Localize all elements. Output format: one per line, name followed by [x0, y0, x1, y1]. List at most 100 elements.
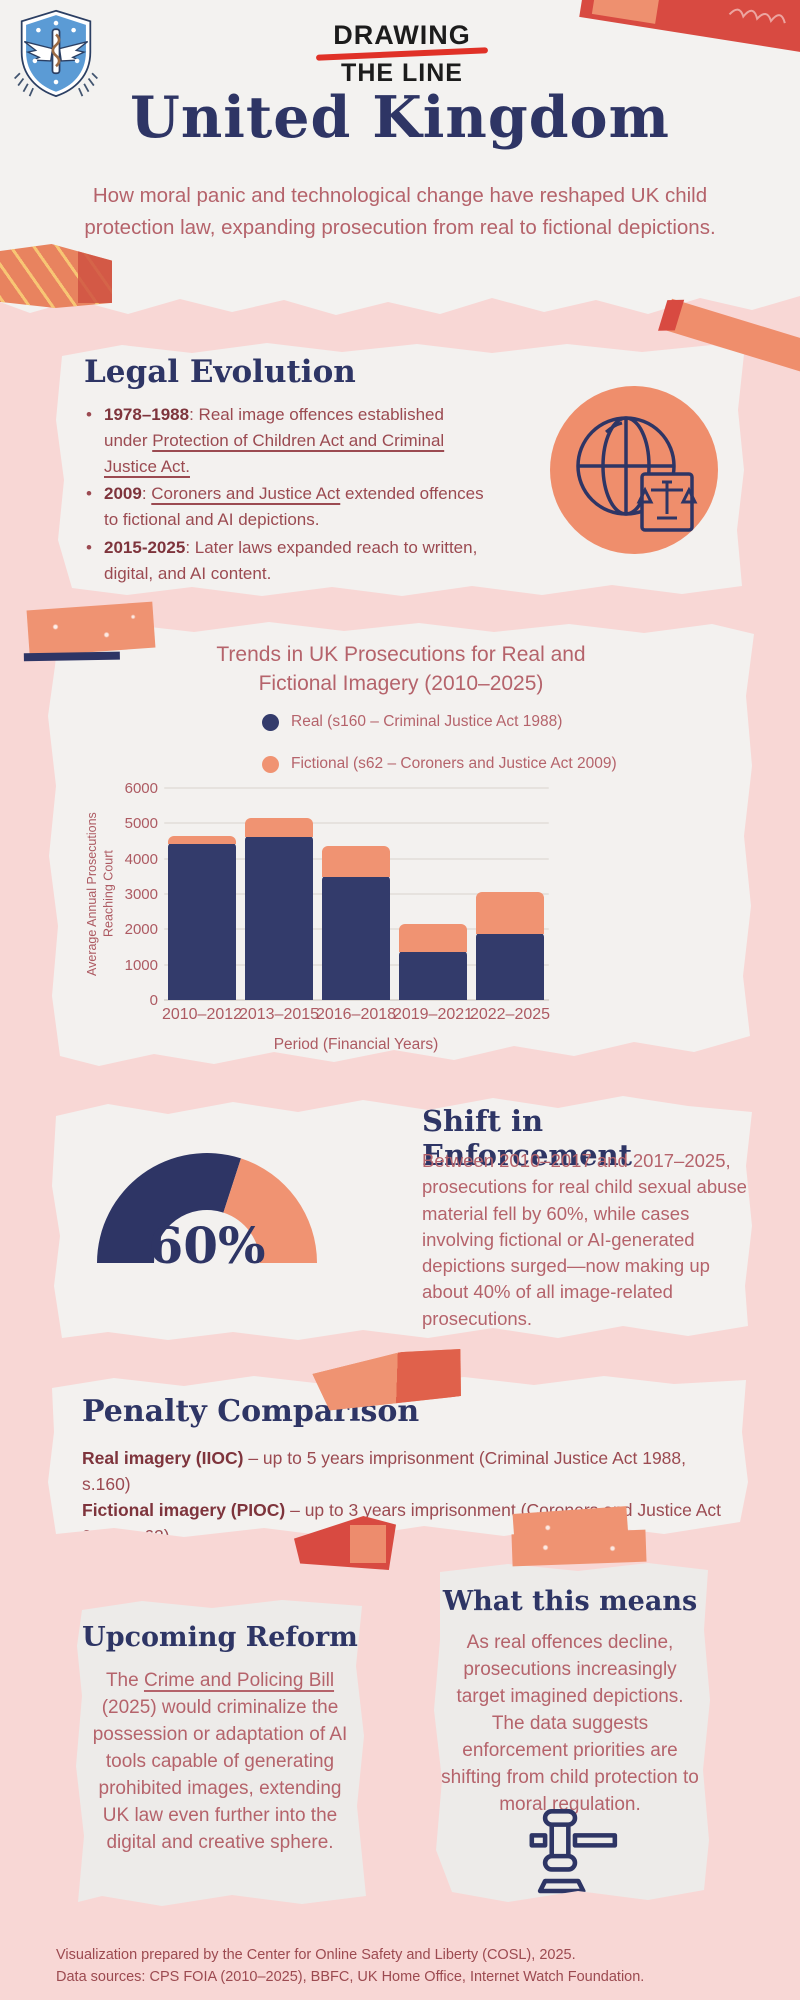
gauge-arc-fictional — [223, 1158, 317, 1263]
bar-segment-real — [322, 876, 390, 1000]
footer-line1: Visualization prepared by the Center for… — [56, 1947, 576, 1963]
globe-scales-icon — [576, 416, 698, 532]
meaning-top-tape — [511, 1529, 647, 1567]
x-tick-label: 2016–2018 — [315, 1006, 397, 1023]
reform-pre: The — [105, 1670, 144, 1691]
y-tick-label: 0 — [149, 992, 158, 1009]
y-tick-label: 5000 — [124, 815, 158, 833]
y-tick-label: 6000 — [124, 780, 158, 797]
legend-dot — [262, 755, 279, 773]
bullet-lead: 2015-2025 — [104, 538, 186, 558]
bullet-text: 2009: Coroners and Justice Act extended … — [104, 481, 486, 533]
panel-shift-enforcement: 60% Shift in Enforcement Between 2010–20… — [52, 1096, 752, 1340]
x-tick-label: 2013–2015 — [238, 1006, 320, 1023]
bullet-item: • 1978–1988: Real image offences establi… — [86, 402, 486, 479]
penalty-item: Real imagery (IIOC) – up to 5 years impr… — [82, 1446, 730, 1498]
torn-paper-patch — [591, 0, 662, 24]
legend-dot — [262, 713, 279, 731]
bar-segment-fictional — [399, 924, 467, 952]
bullet-body: : Later laws expanded reach to written, … — [104, 538, 478, 583]
gauge: 60% — [95, 1151, 319, 1275]
x-axis-baseline — [164, 999, 549, 1001]
bullet-act-link: Coroners and Justice Act — [151, 484, 341, 504]
bullet-body: : — [141, 484, 152, 504]
footer: Visualization prepared by the Center for… — [56, 1944, 756, 1989]
bar-segment-real — [245, 835, 313, 1000]
bullet-lead: 2009 — [104, 484, 142, 504]
legend-item: Fictional (s62 – Coroners and Justice Ac… — [262, 752, 617, 776]
chart-title: Trends in UK Prosecutions for Real and F… — [216, 643, 586, 696]
bullet-dot: • — [86, 405, 92, 424]
y-tick-label: 1000 — [124, 956, 158, 974]
x-tick-label: 2010–2012 — [161, 1006, 243, 1023]
bullet-item: • 2009: Coroners and Justice Act extende… — [86, 481, 486, 533]
scrap-inner-patch — [350, 1525, 386, 1563]
meaning-body: As real offences decline, prosecutions i… — [441, 1632, 699, 1815]
bar-segment-fictional — [322, 846, 390, 878]
reform-post: (2025) would criminalize the possession … — [92, 1696, 348, 1853]
shift-heading: Shift in Enforcement — [422, 1104, 633, 1172]
gauge-arc-real — [97, 1153, 241, 1263]
bar-segment-real — [399, 950, 467, 1000]
plot-area: 2010–2012 2013–2015 2016–2018 2019–2021 2022… — [162, 787, 550, 1023]
y-tick-label: 3000 — [124, 886, 158, 903]
bar-segment-fictional — [476, 892, 544, 934]
brand-wordmark: DRAWING THE LINE — [312, 20, 492, 88]
legend-label: Fictional (s62 – Coroners and Justice Ac… — [291, 755, 617, 772]
legal-evolution-list: • 1978–1988: Real image offences establi… — [86, 402, 486, 589]
bullet-lead: 1978–1988 — [104, 405, 190, 424]
panel-what-this-means: What this means As real offences decline… — [434, 1563, 710, 1902]
panel-upcoming-reform: Upcoming Reform The Crime and Policing B… — [76, 1600, 366, 1906]
gavel-icon — [520, 1808, 620, 1896]
globe-badge — [550, 386, 718, 554]
page-title: United Kingdom — [130, 84, 670, 151]
gauge-value: 60% — [148, 1216, 266, 1275]
x-tick-label: 2019–2021 — [392, 1006, 474, 1023]
reform-body: The Crime and Policing Bill (2025) would… — [89, 1668, 351, 1857]
x-axis-title: Period (Financial Years) — [273, 1036, 439, 1053]
y-tick-label: 2000 — [124, 921, 158, 939]
penalty-lead: Fictional imagery (PIOC) — [82, 1499, 286, 1520]
legend-label: Real (s160 – Criminal Justice Act 1988) — [291, 713, 563, 730]
tape-navy-edge — [23, 651, 120, 662]
bar-segment-fictional — [168, 835, 236, 844]
bullet-dot: • — [86, 484, 92, 504]
page-subtitle: How moral panic and technological change… — [84, 184, 716, 239]
bullet-item: • 2015-2025: Later laws expanded reach t… — [86, 535, 486, 587]
meaning-heading: What this means — [442, 1586, 698, 1617]
footer-line2: Data sources: CPS FOIA (2010–2025), BBFC… — [56, 1969, 645, 1986]
shift-body: Between 2010–2017 and 2017–2025, prosecu… — [422, 1150, 747, 1329]
chart-corner-tape — [23, 601, 156, 662]
panel-legal-evolution: Legal Evolution • 1978–1988: Real image … — [56, 343, 744, 596]
bullet-text: 1978–1988: Real image offences establish… — [104, 402, 486, 479]
brand-line2: THE LINE — [341, 59, 463, 87]
torn-paper-strip-top-right — [579, 0, 800, 55]
washi-tape-left — [0, 244, 112, 308]
bullet-act-link: Protection of Children Act and Criminal … — [104, 430, 445, 476]
bar-segment-fictional — [245, 818, 313, 837]
reform-heading: Upcoming Reform — [82, 1622, 358, 1653]
brand-line1: DRAWING — [333, 20, 471, 50]
y-tick-label: 4000 — [124, 850, 158, 868]
bar-segment-real — [476, 932, 544, 1000]
red-paper-scrap — [294, 1516, 396, 1570]
gridline — [164, 822, 549, 825]
chart-legend: Real (s160 – Criminal Justice Act 1988) F… — [262, 710, 617, 794]
bullet-text: 2015-2025: Later laws expanded reach to … — [104, 535, 486, 587]
bullet-dot: • — [86, 538, 92, 558]
cosl-shield-logo-icon — [12, 6, 100, 100]
y-axis-ticks: 0 1000 2000 3000 4000 5000 6000 — [114, 780, 158, 1009]
bullet-body: : Real image offences established under — [104, 405, 444, 450]
panel-chart: Trends in UK Prosecutions for Real and F… — [48, 622, 754, 1066]
bar-segment-real — [168, 842, 236, 1000]
y-axis-label: Average Annual Prosecutions Reaching Cou… — [85, 812, 116, 976]
penalty-rest: – up to 5 years imprisonment (Criminal J… — [82, 1448, 687, 1494]
x-tick-label: 2022–2025 — [469, 1006, 551, 1023]
legend-item: Real (s160 – Criminal Justice Act 1988) — [262, 710, 617, 734]
reform-bill-link: Crime and Policing Bill — [143, 1670, 335, 1691]
bullet-tail: extended offences to fictional and AI de… — [104, 484, 484, 530]
gridline — [164, 787, 549, 789]
penalty-lead: Real imagery (IIOC) — [82, 1448, 244, 1468]
legal-evolution-heading: Legal Evolution — [84, 354, 356, 390]
